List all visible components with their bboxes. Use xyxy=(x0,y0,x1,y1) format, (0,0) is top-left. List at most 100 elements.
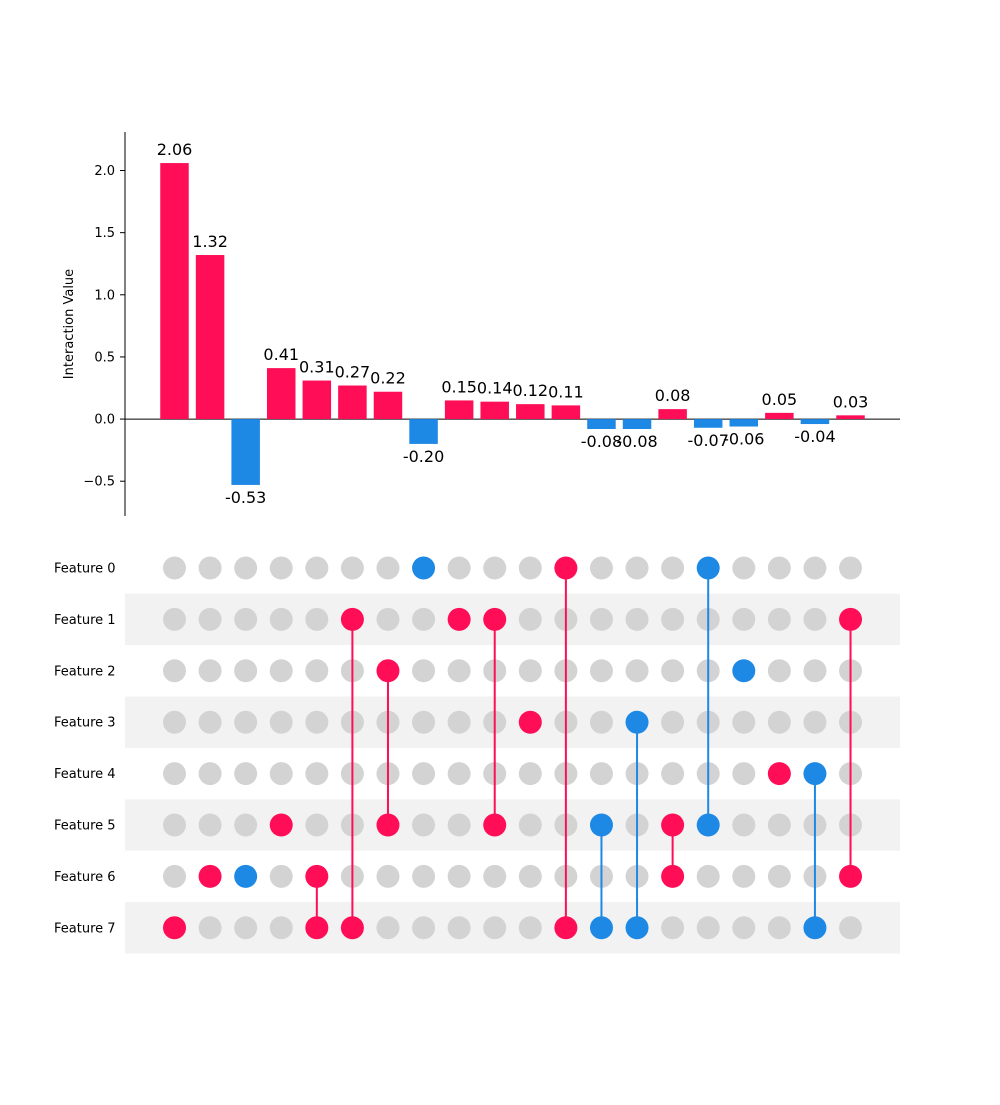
inactive-dot xyxy=(198,710,222,734)
active-dot xyxy=(269,813,293,837)
inactive-dot xyxy=(198,916,222,940)
active-dot xyxy=(305,916,329,940)
bar xyxy=(409,419,438,444)
inactive-dot xyxy=(198,556,222,580)
inactive-dot xyxy=(412,710,436,734)
inactive-dot xyxy=(589,710,613,734)
bar-value-label: 2.06 xyxy=(157,140,193,159)
inactive-dot xyxy=(518,659,542,683)
bar-value-label: 0.41 xyxy=(263,345,299,364)
inactive-dot xyxy=(696,916,720,940)
active-dot xyxy=(803,762,827,786)
inactive-dot xyxy=(518,916,542,940)
inactive-dot xyxy=(412,813,436,837)
inactive-dot xyxy=(234,607,258,631)
y-tick-label: 0.5 xyxy=(94,350,115,365)
inactive-dot xyxy=(661,916,685,940)
bar-value-label: -0.06 xyxy=(723,430,764,449)
feature-label: Feature 7 xyxy=(54,921,116,936)
inactive-dot xyxy=(376,556,400,580)
bar xyxy=(729,419,759,427)
y-tick-label: 2.0 xyxy=(94,164,115,179)
inactive-dot xyxy=(839,556,863,580)
inactive-dot xyxy=(269,710,293,734)
bar-value-label: -0.20 xyxy=(403,447,444,466)
feature-label: Feature 5 xyxy=(54,819,116,834)
inactive-dot xyxy=(269,556,293,580)
inactive-dot xyxy=(767,916,791,940)
bar-value-label: 0.08 xyxy=(655,386,691,405)
active-dot xyxy=(839,607,863,631)
inactive-dot xyxy=(447,916,471,940)
inactive-dot xyxy=(163,864,186,888)
inactive-dot xyxy=(625,659,649,683)
inactive-dot xyxy=(447,710,471,734)
bar xyxy=(231,419,260,485)
inactive-dot xyxy=(234,710,258,734)
inactive-dot xyxy=(767,607,791,631)
inactive-dot xyxy=(376,864,400,888)
active-dot xyxy=(589,813,613,837)
inactive-dot xyxy=(483,556,507,580)
inactive-dot xyxy=(412,607,436,631)
inactive-dot xyxy=(589,607,613,631)
inactive-dot xyxy=(483,864,507,888)
feature-label: Feature 1 xyxy=(54,613,116,628)
inactive-dot xyxy=(661,762,685,786)
bar-value-label: 0.12 xyxy=(512,381,548,400)
inactive-dot xyxy=(589,762,613,786)
bar xyxy=(302,380,332,420)
bar xyxy=(266,368,296,420)
feature-label: Feature 0 xyxy=(54,562,116,577)
y-tick-label: 1.5 xyxy=(94,226,115,241)
y-axis-label: Interaction Value xyxy=(62,269,77,379)
bar xyxy=(160,163,189,420)
active-dot xyxy=(696,813,720,837)
bar-value-label: 0.31 xyxy=(299,358,335,377)
inactive-dot xyxy=(661,710,685,734)
inactive-dot xyxy=(234,813,258,837)
inactive-dot xyxy=(803,556,827,580)
inactive-dot xyxy=(803,710,827,734)
bar-value-label: 0.15 xyxy=(441,377,477,396)
inactive-dot xyxy=(696,864,720,888)
active-dot xyxy=(518,710,542,734)
bar-value-label: -0.04 xyxy=(794,427,835,446)
active-dot xyxy=(625,916,649,940)
inactive-dot xyxy=(198,607,222,631)
active-dot xyxy=(767,762,791,786)
bar-value-label: 0.27 xyxy=(335,363,371,382)
bar-value-label: -0.08 xyxy=(616,432,657,451)
active-dot xyxy=(554,556,578,580)
inactive-dot xyxy=(839,916,863,940)
active-dot xyxy=(340,916,364,940)
inactive-dot xyxy=(163,710,186,734)
bar-value-label: -0.08 xyxy=(581,432,622,451)
bar xyxy=(444,400,474,420)
inactive-dot xyxy=(269,659,293,683)
active-dot xyxy=(163,916,186,940)
active-dot xyxy=(234,864,258,888)
inactive-dot xyxy=(269,607,293,631)
inactive-dot xyxy=(518,813,542,837)
inactive-dot xyxy=(163,607,186,631)
inactive-dot xyxy=(198,813,222,837)
bar-value-label: 0.14 xyxy=(477,379,513,398)
active-dot xyxy=(839,864,863,888)
bar xyxy=(658,409,687,420)
inactive-dot xyxy=(518,607,542,631)
bar xyxy=(480,401,509,420)
bar xyxy=(195,255,225,420)
inactive-dot xyxy=(518,864,542,888)
inactive-dot xyxy=(767,813,791,837)
inactive-dot xyxy=(732,864,756,888)
inactive-dot xyxy=(483,916,507,940)
inactive-dot xyxy=(234,659,258,683)
bar xyxy=(800,419,830,425)
active-dot xyxy=(661,813,685,837)
active-dot xyxy=(661,864,685,888)
inactive-dot xyxy=(625,556,649,580)
inactive-dot xyxy=(163,762,186,786)
bar xyxy=(551,405,581,420)
